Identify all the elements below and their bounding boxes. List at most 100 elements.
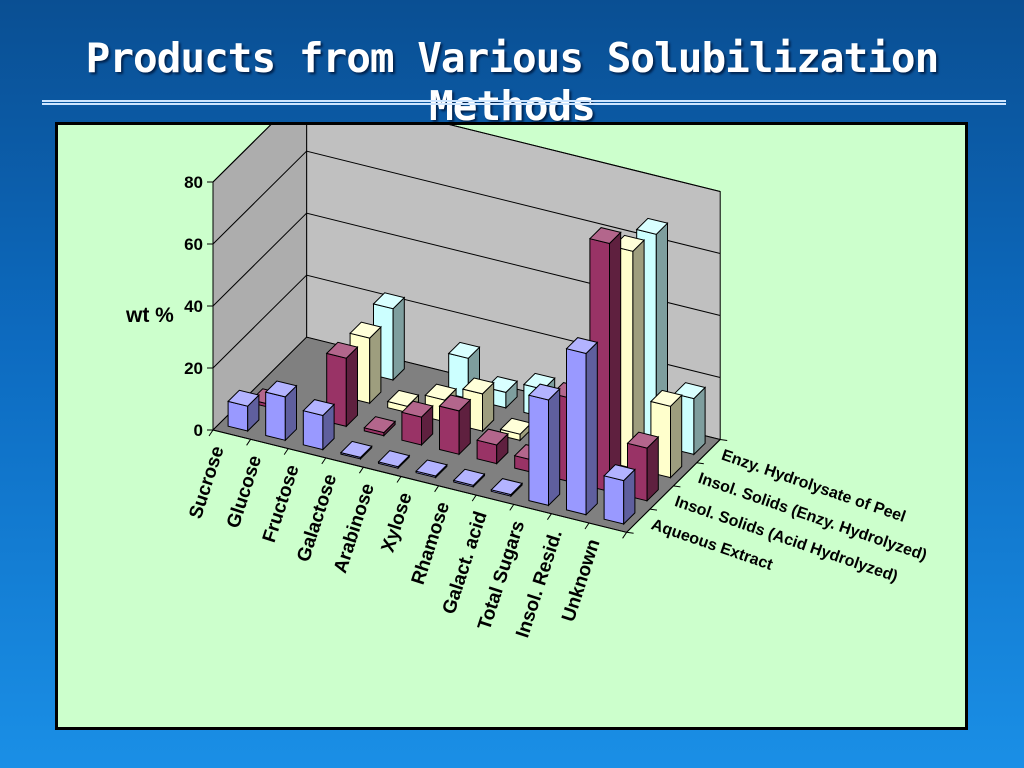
- bar-top: [588, 227, 622, 245]
- x-tick-label: Xylose: [378, 490, 417, 555]
- bar-side: [670, 394, 683, 479]
- bar-top: [635, 217, 669, 235]
- y-tick-label: 40: [184, 297, 203, 316]
- x-tick-label: Glucose: [223, 453, 266, 531]
- chart-3d-bar: 0 20 40 60 80 SucroseGlucoseFructoseGalactose…: [125, 125, 929, 640]
- bar-side: [392, 296, 405, 382]
- bar-top: [527, 383, 561, 401]
- gridline: [212, 212, 721, 316]
- bar: [626, 431, 660, 502]
- depth-tick-mark: [673, 485, 681, 488]
- bar: [386, 389, 420, 414]
- chart-bars: [227, 217, 707, 526]
- bar-top: [386, 389, 420, 407]
- x-tick-mark: [246, 439, 252, 446]
- x-tick-mark: [358, 466, 364, 474]
- gridline: [212, 125, 721, 192]
- y-tick-label: 60: [184, 235, 203, 254]
- bar: [565, 337, 599, 516]
- x-tick-label: Rhamose: [408, 499, 454, 587]
- y-tick-label: 20: [184, 359, 203, 378]
- bar-top: [447, 341, 481, 359]
- bar: [264, 380, 298, 442]
- x-tick-mark: [321, 457, 327, 465]
- x-tick-label: Fructose: [259, 462, 304, 545]
- gridline: [212, 150, 721, 254]
- bar: [400, 400, 434, 447]
- bar-side: [345, 345, 358, 428]
- x-tick-label: Galactose: [293, 472, 341, 565]
- bar: [339, 440, 373, 461]
- bar: [415, 459, 448, 479]
- bar-top: [227, 389, 260, 407]
- bar-top: [461, 377, 495, 395]
- bar-side: [548, 387, 561, 507]
- bar: [325, 341, 359, 428]
- bar: [227, 389, 260, 433]
- bar: [461, 377, 495, 433]
- bar-front: [265, 391, 286, 441]
- x-tick-mark: [283, 448, 289, 455]
- bar-top: [649, 389, 683, 407]
- x-tick-label: Unknown: [558, 537, 604, 625]
- bar: [527, 383, 561, 507]
- bar-top: [476, 428, 509, 446]
- title-divider: [42, 100, 1006, 105]
- bar-top: [438, 394, 472, 412]
- x-tick-mark: [622, 532, 628, 539]
- bar-front: [302, 410, 324, 451]
- bar: [490, 478, 524, 498]
- bar: [438, 394, 472, 456]
- x-tick-mark: [509, 504, 515, 511]
- bar: [476, 428, 509, 465]
- bar: [649, 389, 683, 479]
- bar-top: [400, 400, 434, 418]
- x-tick-mark: [546, 513, 552, 520]
- x-tick-mark: [471, 494, 477, 502]
- bar-side: [585, 341, 598, 516]
- chart-panel: 0 20 40 60 80 Sucrose Glucose Fructose Galactose…: [55, 122, 968, 730]
- bar-top: [372, 292, 406, 310]
- bar-top: [377, 450, 411, 468]
- bar-top: [490, 478, 524, 496]
- x-tick-label: Arabinose: [330, 481, 379, 576]
- bar-top: [264, 380, 298, 398]
- bar-front: [603, 475, 625, 525]
- bar-side: [369, 325, 382, 405]
- x-axis-line: [212, 429, 627, 533]
- y-tick-label: 80: [184, 173, 203, 192]
- y-axis-label: wt %: [125, 304, 174, 327]
- bar-front: [401, 411, 422, 446]
- x-tick-mark: [584, 522, 590, 530]
- bar-front: [528, 394, 549, 507]
- bar-top: [565, 337, 599, 355]
- bar-top: [603, 464, 636, 482]
- bar: [603, 464, 636, 526]
- bar: [377, 450, 411, 470]
- bar-side: [609, 231, 622, 493]
- bar-top: [424, 383, 458, 401]
- bar-top: [302, 399, 336, 417]
- bar-front: [439, 405, 460, 455]
- bar-top: [339, 440, 373, 458]
- x-tick-mark: [208, 429, 214, 437]
- bar: [363, 416, 397, 437]
- bar-top: [325, 341, 359, 359]
- depth-tick-mark: [649, 508, 658, 511]
- bar-top: [363, 416, 397, 434]
- bar-top: [626, 431, 660, 449]
- slide-title: Products from Various Solubilization Met…: [85, 34, 940, 130]
- bar-top: [349, 321, 382, 339]
- bar-front: [566, 348, 587, 516]
- depth-tick-mark: [720, 439, 728, 441]
- x-tick-label: Sucrose: [185, 444, 228, 522]
- bar: [588, 227, 622, 493]
- bar-top: [452, 468, 486, 486]
- bar: [452, 468, 486, 488]
- depth-tick-mark: [626, 531, 634, 534]
- x-tick-mark: [434, 485, 440, 493]
- depth-tick-mark: [696, 462, 704, 465]
- bar: [302, 399, 336, 451]
- bar-top: [415, 459, 448, 477]
- x-tick-mark: [396, 476, 402, 483]
